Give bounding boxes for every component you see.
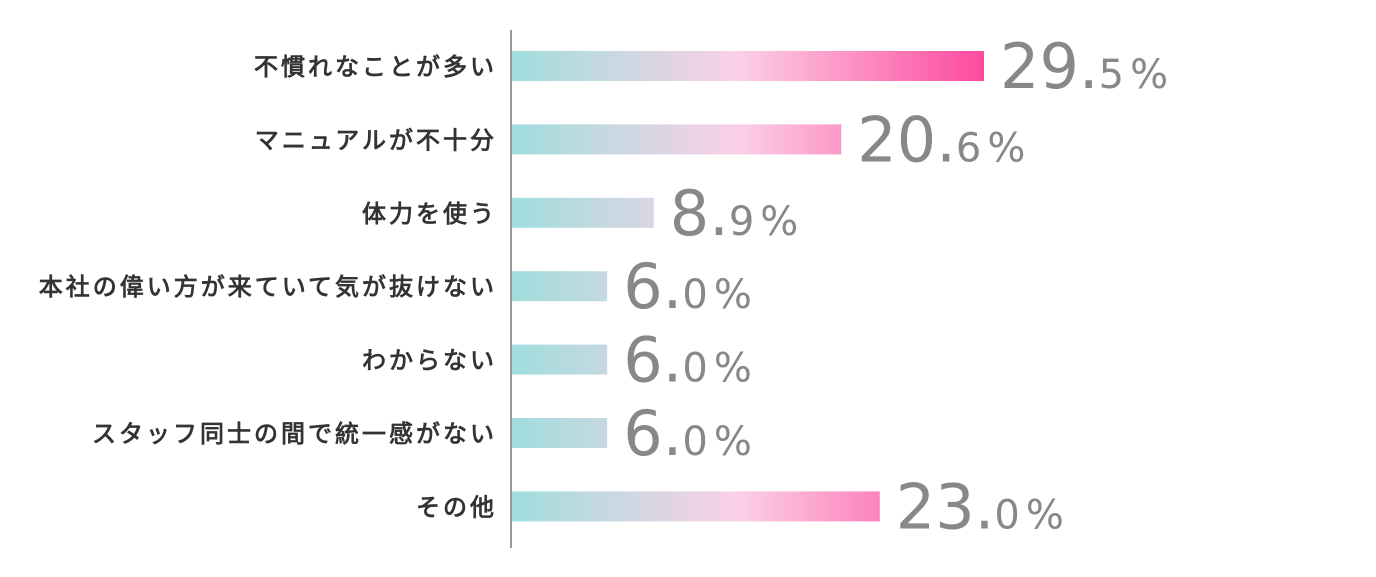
bar [511, 124, 842, 155]
category-label: 体力を使う [362, 200, 497, 228]
category-label: スタッフ同士の間で統一感がない [92, 420, 497, 448]
value-label: 23.0% [896, 470, 1064, 543]
value-label: 6.0% [623, 250, 752, 323]
value-label: 20.6% [857, 103, 1025, 176]
bar [511, 197, 654, 228]
bar [511, 51, 984, 81]
value-label: 6.0% [623, 397, 752, 470]
category-label: マニュアルが不十分 [255, 126, 497, 154]
category-label: 不慣れなことが多い [254, 53, 497, 81]
bar [511, 491, 880, 522]
category-label: 本社の偉い方が来ていて気が抜けない [39, 273, 497, 301]
bar [511, 271, 608, 302]
bars-group [511, 51, 984, 522]
bar [511, 418, 608, 448]
category-label: わからない [362, 347, 497, 375]
value-label: 29.5% [1000, 30, 1168, 103]
value-labels-group: 29.5 %20.6 %8.9 %6.0 %6.0 %6.0 %23.0% [623, 30, 1168, 543]
category-label: その他 [416, 493, 497, 521]
bar [511, 344, 608, 375]
value-label: 8.9% [670, 177, 799, 250]
category-labels-group: 不慣れなことが多いマニュアルが不十分体力を使う本社の偉い方が来ていて気が抜けない… [39, 53, 497, 521]
value-label: 6.0% [623, 324, 752, 397]
